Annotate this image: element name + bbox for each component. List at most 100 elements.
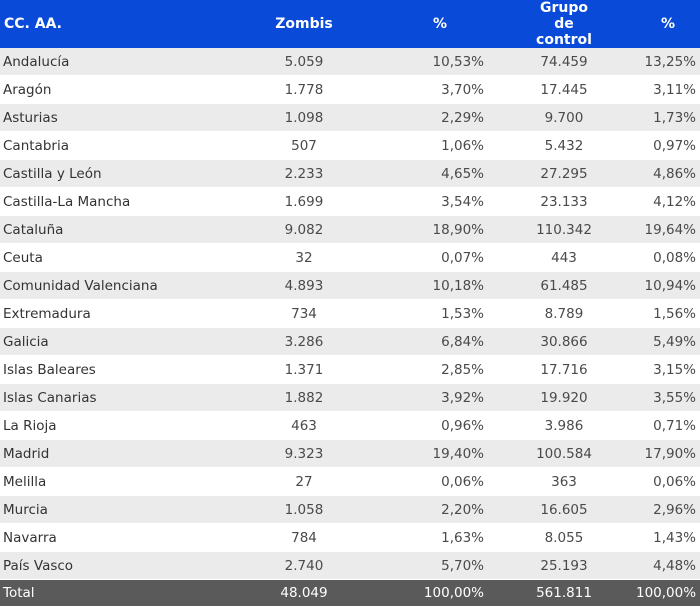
region-name: Madrid <box>0 439 220 468</box>
region-name: Andalucía <box>0 48 220 76</box>
table-body: Andalucía 5.059 10,53% 74.459 13,25% Aragón 1.… <box>0 48 700 580</box>
control-count: 5.432 <box>492 131 636 160</box>
control-pct: 0,06% <box>636 467 700 496</box>
zombis-count: 4.893 <box>220 271 388 300</box>
control-pct: 1,43% <box>636 523 700 552</box>
zombis-pct: 4,65% <box>388 159 492 188</box>
control-pct: 13,25% <box>636 48 700 76</box>
region-name: Comunidad Valenciana <box>0 271 220 300</box>
control-count: 8.789 <box>492 299 636 328</box>
total-label: Total <box>0 579 220 607</box>
control-count: 23.133 <box>492 187 636 216</box>
zombis-pct: 19,40% <box>388 439 492 468</box>
region-name: Asturias <box>0 103 220 132</box>
control-count: 8.055 <box>492 523 636 552</box>
control-pct: 17,90% <box>636 439 700 468</box>
zombis-count: 1.778 <box>220 75 388 104</box>
table-row: Aragón 1.778 3,70% 17.445 3,11% <box>0 75 700 104</box>
table-row: País Vasco 2.740 5,70% 25.193 4,48% <box>0 551 700 580</box>
control-count: 363 <box>492 467 636 496</box>
header-control: Grupo de control <box>492 0 636 48</box>
zombis-pct: 2,85% <box>388 355 492 384</box>
control-count: 443 <box>492 243 636 272</box>
region-name: Ceuta <box>0 243 220 272</box>
control-count: 61.485 <box>492 271 636 300</box>
control-count: 9.700 <box>492 103 636 132</box>
control-count: 16.605 <box>492 495 636 524</box>
zombis-count: 507 <box>220 131 388 160</box>
table-row: Cantabria 507 1,06% 5.432 0,97% <box>0 131 700 160</box>
zombis-pct: 0,07% <box>388 243 492 272</box>
zombis-count: 9.082 <box>220 215 388 244</box>
control-pct: 19,64% <box>636 215 700 244</box>
control-pct: 3,55% <box>636 383 700 412</box>
zombis-count: 2.740 <box>220 551 388 580</box>
zombis-pct: 18,90% <box>388 215 492 244</box>
total-control: 561.811 <box>492 579 636 607</box>
zombis-pct: 1,06% <box>388 131 492 160</box>
control-count: 25.193 <box>492 551 636 580</box>
zombis-count: 2.233 <box>220 159 388 188</box>
table-row: Extremadura 734 1,53% 8.789 1,56% <box>0 299 700 328</box>
zombis-pct: 6,84% <box>388 327 492 356</box>
region-name: Cantabria <box>0 131 220 160</box>
zombis-count: 1.098 <box>220 103 388 132</box>
zombis-pct: 2,20% <box>388 495 492 524</box>
control-pct: 10,94% <box>636 271 700 300</box>
zombis-pct: 2,29% <box>388 103 492 132</box>
control-pct: 3,11% <box>636 75 700 104</box>
zombis-pct: 1,53% <box>388 299 492 328</box>
table-row: Madrid 9.323 19,40% 100.584 17,90% <box>0 439 700 468</box>
control-count: 3.986 <box>492 411 636 440</box>
zombis-count: 9.323 <box>220 439 388 468</box>
region-name: Melilla <box>0 467 220 496</box>
control-pct: 4,12% <box>636 187 700 216</box>
zombis-count: 1.371 <box>220 355 388 384</box>
zombis-count: 734 <box>220 299 388 328</box>
zombis-pct: 0,06% <box>388 467 492 496</box>
header-zombis-pct: % <box>388 0 492 48</box>
table-row: Islas Baleares 1.371 2,85% 17.716 3,15% <box>0 355 700 384</box>
zombis-count: 27 <box>220 467 388 496</box>
zombis-pct: 5,70% <box>388 551 492 580</box>
region-name: Islas Canarias <box>0 383 220 412</box>
zombis-count: 32 <box>220 243 388 272</box>
control-pct: 1,56% <box>636 299 700 328</box>
control-count: 17.445 <box>492 75 636 104</box>
zombis-count: 463 <box>220 411 388 440</box>
control-count: 27.295 <box>492 159 636 188</box>
control-pct: 5,49% <box>636 327 700 356</box>
table-row: La Rioja 463 0,96% 3.986 0,71% <box>0 411 700 440</box>
zombis-count: 784 <box>220 523 388 552</box>
total-zombis: 48.049 <box>220 579 388 607</box>
zombis-count: 5.059 <box>220 48 388 76</box>
control-pct: 4,48% <box>636 551 700 580</box>
control-pct: 3,15% <box>636 355 700 384</box>
region-name: Castilla y León <box>0 159 220 188</box>
table-row: Castilla-La Mancha 1.699 3,54% 23.133 4,12% <box>0 187 700 216</box>
region-name: Galicia <box>0 327 220 356</box>
zombis-count: 3.286 <box>220 327 388 356</box>
header-row: CC. AA. Zombis % Grupo de control % <box>0 0 700 48</box>
control-pct: 0,71% <box>636 411 700 440</box>
zombis-count: 1.882 <box>220 383 388 412</box>
control-count: 110.342 <box>492 215 636 244</box>
table-row: Comunidad Valenciana 4.893 10,18% 61.485 10,… <box>0 271 700 300</box>
control-count: 30.866 <box>492 327 636 356</box>
region-name: Murcia <box>0 495 220 524</box>
zombis-pct: 1,63% <box>388 523 492 552</box>
zombis-pct: 0,96% <box>388 411 492 440</box>
total-row: Total 48.049 100,00% 561.811 100,00% <box>0 579 700 607</box>
control-count: 74.459 <box>492 48 636 76</box>
control-count: 17.716 <box>492 355 636 384</box>
region-name: País Vasco <box>0 551 220 580</box>
region-name: Islas Baleares <box>0 355 220 384</box>
table-row: Ceuta 32 0,07% 443 0,08% <box>0 243 700 272</box>
region-name: Cataluña <box>0 215 220 244</box>
table-row: Cataluña 9.082 18,90% 110.342 19,64% <box>0 215 700 244</box>
control-pct: 1,73% <box>636 103 700 132</box>
zombis-pct: 3,92% <box>388 383 492 412</box>
header-zombis: Zombis <box>220 0 388 48</box>
control-count: 19.920 <box>492 383 636 412</box>
